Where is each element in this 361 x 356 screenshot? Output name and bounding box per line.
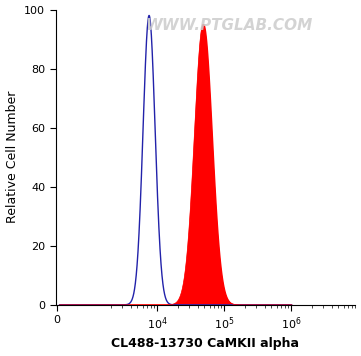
X-axis label: CL488-13730 CaMKII alpha: CL488-13730 CaMKII alpha [112, 337, 300, 350]
Y-axis label: Relative Cell Number: Relative Cell Number [5, 91, 18, 224]
Text: WWW.PTGLAB.COM: WWW.PTGLAB.COM [146, 19, 313, 33]
